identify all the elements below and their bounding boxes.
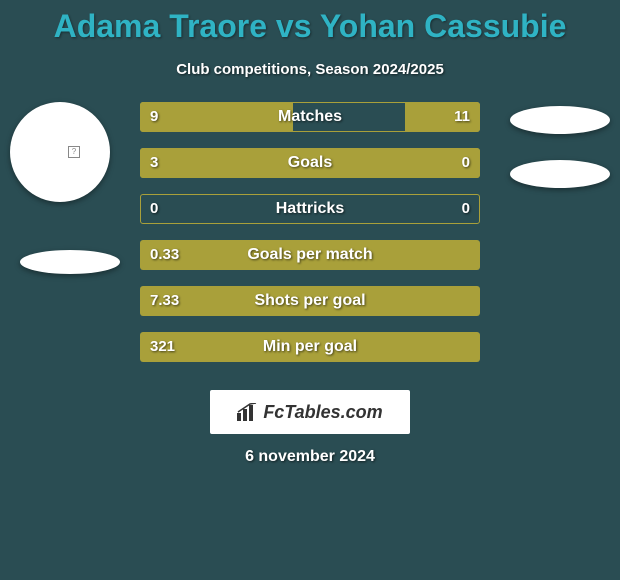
date-label: 6 november 2024 [0, 448, 620, 466]
comparison-content: ? 911Matches 30Goals 00Hattricks 0.33Goals … [0, 102, 620, 382]
stat-label: Matches [140, 102, 480, 132]
stat-label: Shots per goal [140, 286, 480, 316]
broken-image-icon: ? [68, 146, 80, 158]
player-left-column: ? [10, 102, 110, 202]
player-right-avatar-top [510, 106, 610, 134]
player-left-avatar: ? [10, 102, 110, 202]
bars-icon [237, 403, 259, 421]
player-right-column [510, 102, 610, 188]
stat-row: 7.33Shots per goal [140, 286, 480, 316]
logo-label: FcTables.com [263, 402, 382, 423]
logo-text: FcTables.com [237, 402, 382, 423]
stat-label: Min per goal [140, 332, 480, 362]
page-title: Adama Traore vs Yohan Cassubie [0, 0, 620, 45]
stat-label: Hattricks [140, 194, 480, 224]
stat-row: 30Goals [140, 148, 480, 178]
logo-box: FcTables.com [210, 390, 410, 434]
stat-row: 0.33Goals per match [140, 240, 480, 270]
stat-row: 321Min per goal [140, 332, 480, 362]
stat-label: Goals [140, 148, 480, 178]
page-subtitle: Club competitions, Season 2024/2025 [0, 61, 620, 78]
player-left-shadow [20, 250, 120, 274]
player-right-avatar-bottom [510, 160, 610, 188]
stat-row: 00Hattricks [140, 194, 480, 224]
stat-row: 911Matches [140, 102, 480, 132]
stat-bars: 911Matches 30Goals 00Hattricks 0.33Goals pe… [140, 102, 480, 362]
stat-label: Goals per match [140, 240, 480, 270]
